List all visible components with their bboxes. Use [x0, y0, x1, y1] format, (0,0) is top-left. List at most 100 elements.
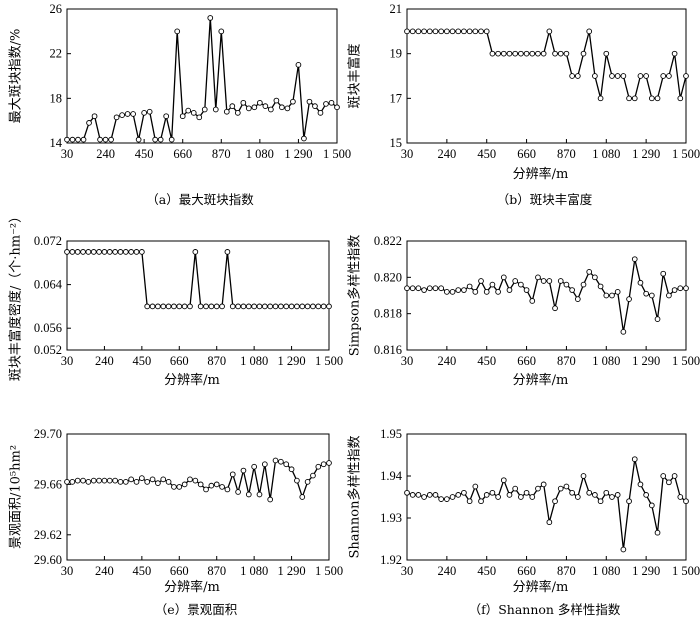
data-point [106, 477, 113, 484]
data-point [512, 278, 519, 284]
x-tick-label: 1 080 [592, 354, 620, 368]
data-point [326, 303, 332, 310]
data-point [643, 290, 649, 297]
x-tick-label: 1 080 [240, 354, 268, 368]
data-point [64, 249, 70, 255]
data-point [489, 50, 496, 57]
data-point [165, 479, 172, 485]
plot-frame [406, 433, 687, 561]
data-point [176, 303, 183, 310]
data-point [234, 109, 241, 116]
data-point [235, 489, 241, 495]
panel-caption: （e）景观面积 [155, 602, 237, 617]
data-point [666, 292, 672, 299]
y-tick-label: 21 [390, 2, 403, 16]
data-point [574, 296, 581, 302]
data-point [334, 104, 340, 111]
data-point [251, 104, 258, 111]
data-point [677, 95, 684, 102]
x-tick-label: 240 [95, 354, 114, 368]
data-point [563, 281, 570, 288]
data-point [683, 285, 689, 292]
x-axis-label: 分辨率/m [164, 372, 220, 388]
data-point [648, 292, 655, 299]
data-point [626, 296, 632, 302]
data-point [144, 303, 151, 310]
data-point [301, 135, 307, 142]
data-point [279, 104, 285, 111]
x-tick-label: 1 500 [315, 564, 343, 578]
data-point [677, 285, 684, 292]
data-point [262, 103, 269, 110]
data-point [224, 249, 231, 255]
plot-frame [66, 433, 330, 561]
data-point [506, 50, 513, 57]
data-point [229, 471, 236, 478]
data-point [512, 485, 519, 492]
data-point [212, 106, 219, 113]
data-point [272, 457, 279, 464]
data-point [472, 289, 479, 295]
panel-caption: （b）斑块丰富度 [497, 192, 593, 207]
data-point [455, 28, 462, 35]
data-point [609, 494, 615, 500]
data-point [261, 461, 268, 468]
data-point [671, 473, 678, 479]
data-point [168, 136, 175, 143]
data-point [603, 50, 610, 57]
y-tick-label: 18 [50, 91, 63, 105]
data-point [626, 498, 632, 505]
data-point [240, 303, 247, 310]
x-tick-label: 240 [96, 147, 115, 161]
data-point [483, 28, 490, 35]
data-point [461, 489, 467, 496]
data-point [569, 73, 575, 79]
data-point [643, 492, 649, 498]
data-point [85, 249, 92, 255]
data-point [637, 481, 644, 488]
data-point [294, 303, 300, 310]
data-point [75, 136, 81, 143]
data-point [461, 287, 467, 293]
data-point [310, 303, 316, 310]
y-tick-label: 0.822 [374, 234, 402, 248]
data-point [535, 485, 541, 492]
data-point [409, 492, 416, 498]
data-point [483, 289, 490, 295]
data-point [660, 73, 667, 79]
y-tick-label: 0.056 [34, 321, 62, 335]
data-point [146, 108, 153, 115]
data-point [208, 482, 215, 489]
data-point [535, 274, 541, 281]
data-point [455, 492, 462, 498]
x-tick-label: 660 [517, 147, 536, 161]
data-point [278, 303, 284, 310]
x-tick-label: 660 [170, 354, 189, 368]
data-point [229, 103, 236, 110]
panel-caption: （a）最大斑块指数 [146, 192, 254, 207]
data-point [185, 107, 192, 114]
data-point [444, 496, 450, 502]
data-point [466, 283, 473, 290]
data-point [323, 101, 329, 107]
data-point [426, 492, 433, 498]
data-point [272, 303, 279, 310]
x-tick-label: 1 290 [278, 564, 306, 578]
data-point [240, 99, 247, 106]
data-point [207, 15, 214, 21]
data-point [597, 283, 604, 290]
y-axis-label: 斑块丰富度密度/（个·hm⁻²） [8, 210, 24, 381]
data-point [320, 303, 327, 310]
y-tick-label: 26 [50, 2, 63, 16]
data-point [523, 50, 530, 57]
data-point [432, 285, 439, 292]
data-point [648, 95, 655, 102]
data-point [235, 303, 241, 310]
data-point [478, 28, 484, 35]
data-point [112, 477, 118, 484]
data-point [631, 256, 638, 263]
data-point [614, 289, 621, 295]
data-point [637, 73, 644, 79]
data-point [267, 303, 274, 310]
data-point [660, 270, 667, 277]
